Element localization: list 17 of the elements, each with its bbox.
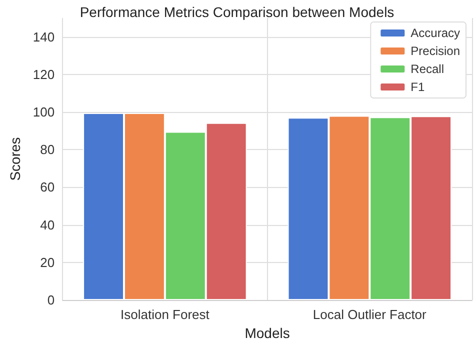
y-tick-label: 0	[47, 292, 55, 308]
y-tick-label: 100	[32, 104, 55, 120]
x-tick-label: Isolation Forest	[120, 307, 210, 322]
chart-title: Performance Metrics Comparison between Models	[80, 4, 394, 20]
y-tick-label: 120	[32, 66, 55, 82]
y-tick-label: 140	[32, 29, 55, 44]
y-axis-title: Scores	[7, 137, 23, 181]
y-tick-label: 60	[40, 180, 55, 195]
x-tick-label: Local Outlier Factor	[312, 307, 428, 322]
y-tick-label: 40	[40, 217, 55, 232]
legend-label: F1	[410, 80, 425, 94]
legend-label: Precision	[410, 44, 460, 58]
legend-label: Recall	[410, 62, 444, 76]
y-tick-label: 80	[40, 142, 55, 158]
x-axis-title: Models	[244, 325, 290, 341]
legend-label: Accuracy	[410, 26, 460, 40]
y-tick-label: 20	[40, 254, 55, 270]
